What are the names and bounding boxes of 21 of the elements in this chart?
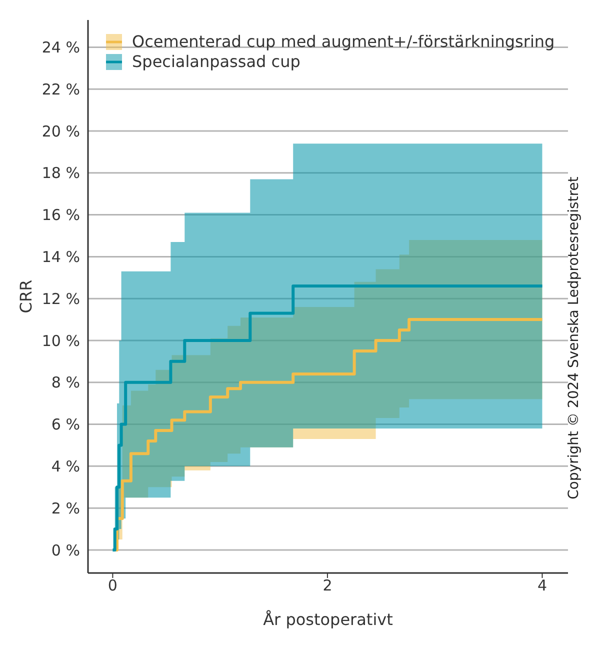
y-tick-label: 4 % — [51, 457, 80, 476]
annotation: Copyright © 2024 Svenska Ledprotesregistret — [566, 176, 582, 500]
x-tick-label: 4 — [537, 576, 547, 595]
legend-label: Ocementerad cup med augment+/-förstärkningsring — [132, 32, 555, 52]
y-tick-label: 20 % — [42, 122, 80, 140]
x-axis-title: År postoperativt — [263, 610, 393, 629]
y-tick-label: 24 % — [42, 38, 80, 57]
legend-label: Specialanpassad cup — [132, 52, 300, 72]
y-tick-label: 10 % — [42, 332, 80, 350]
y-tick-label: 18 % — [42, 164, 80, 182]
y-axis-title: CRR — [16, 280, 36, 314]
y-tick-label: 12 % — [42, 290, 80, 308]
y-tick-label: 22 % — [42, 80, 80, 98]
y-tick-label: 6 % — [51, 416, 80, 434]
y-tick-label: 14 % — [42, 248, 80, 266]
y-tick-label: 0 % — [51, 541, 80, 560]
x-tick-label: 0 — [108, 576, 118, 595]
x-tick-label: 2 — [322, 576, 332, 595]
y-tick-label: 16 % — [42, 206, 80, 224]
y-tick-label: 2 % — [51, 499, 80, 518]
y-tick-label: 8 % — [51, 374, 80, 392]
